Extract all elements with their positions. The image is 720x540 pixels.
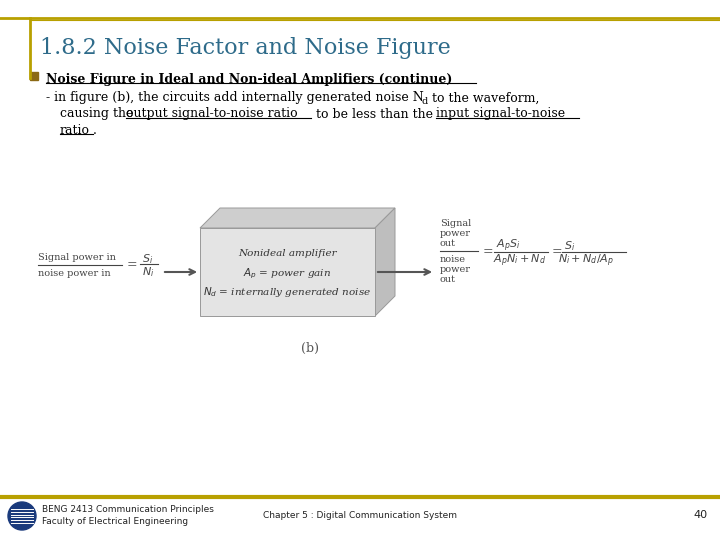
Text: power: power <box>440 230 471 239</box>
Text: =: = <box>483 246 494 259</box>
Text: =: = <box>552 246 562 259</box>
Text: $N_i$: $N_i$ <box>142 265 154 279</box>
Text: =: = <box>127 259 138 272</box>
Text: out: out <box>440 240 456 248</box>
Text: Nonideal amplifier: Nonideal amplifier <box>238 248 337 258</box>
Text: output signal-to-noise ratio: output signal-to-noise ratio <box>126 107 297 120</box>
Text: $S_i$: $S_i$ <box>564 239 575 253</box>
Text: input signal-to-noise: input signal-to-noise <box>436 107 565 120</box>
Text: out: out <box>440 275 456 285</box>
Text: $A_p S_i$: $A_p S_i$ <box>496 238 521 254</box>
Text: $A_p N_i + N_d$: $A_p N_i + N_d$ <box>493 253 546 269</box>
Text: to be less than the: to be less than the <box>312 107 437 120</box>
Text: causing the: causing the <box>60 107 138 120</box>
Text: (b): (b) <box>301 341 319 354</box>
Text: 40: 40 <box>693 510 707 520</box>
Bar <box>200 228 375 316</box>
Text: $N_d$ = internally generated noise: $N_d$ = internally generated noise <box>204 285 372 299</box>
Text: Signal: Signal <box>440 219 472 228</box>
Text: to the waveform,: to the waveform, <box>428 91 539 105</box>
Text: 1.8.2 Noise Factor and Noise Figure: 1.8.2 Noise Factor and Noise Figure <box>40 37 451 59</box>
Text: noise power in: noise power in <box>38 269 111 279</box>
Text: Noise Figure in Ideal and Non-ideal Amplifiers (continue): Noise Figure in Ideal and Non-ideal Ampl… <box>46 72 452 85</box>
Text: Signal power in: Signal power in <box>38 253 116 262</box>
Text: power: power <box>440 266 471 274</box>
Text: ratio: ratio <box>60 124 90 137</box>
Text: - in figure (b), the circuits add internally generated noise N: - in figure (b), the circuits add intern… <box>46 91 424 105</box>
Bar <box>30 72 38 80</box>
Text: Faculty of Electrical Engineering: Faculty of Electrical Engineering <box>42 516 188 525</box>
Text: $S_i$: $S_i$ <box>142 252 153 266</box>
Text: noise: noise <box>440 255 466 265</box>
Text: Chapter 5 : Digital Communication System: Chapter 5 : Digital Communication System <box>263 510 457 519</box>
Circle shape <box>8 502 36 530</box>
Text: .: . <box>93 124 97 137</box>
Text: d: d <box>422 97 428 105</box>
Polygon shape <box>375 208 395 316</box>
Text: BENG 2413 Communication Principles: BENG 2413 Communication Principles <box>42 504 214 514</box>
Text: $A_p$ = power gain: $A_p$ = power gain <box>243 267 331 281</box>
Polygon shape <box>200 208 395 228</box>
Text: $N_i + N_d/A_p$: $N_i + N_d/A_p$ <box>558 253 614 269</box>
